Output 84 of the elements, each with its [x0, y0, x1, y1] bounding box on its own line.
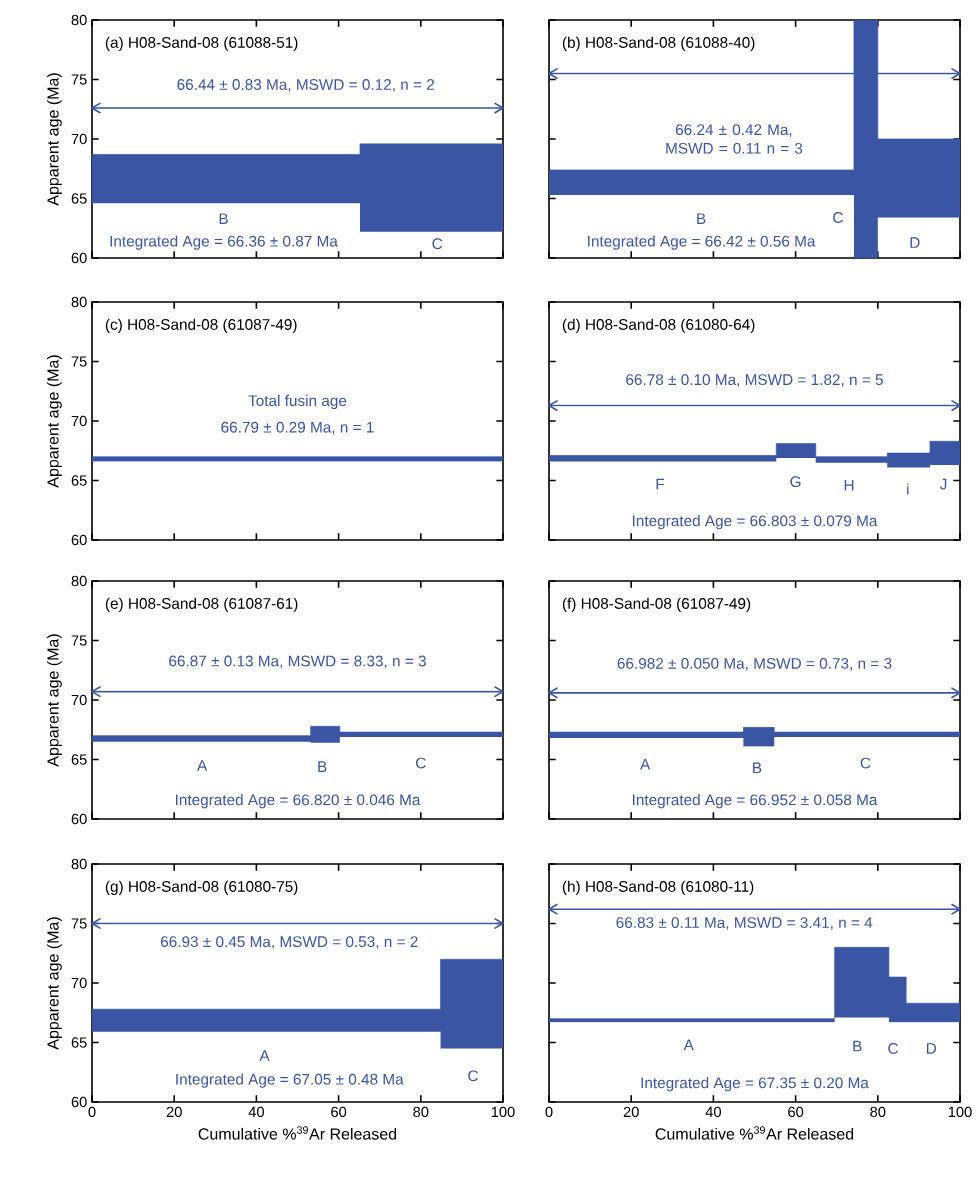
y-axis-title: Apparent age (Ma)	[46, 917, 62, 1050]
x-tick-label: 40	[248, 1106, 264, 1118]
annotation: Integrated Age = 67.05 ± 0.48 Ma	[176, 1073, 404, 1088]
y-axis-title: Apparent age (Ma)	[46, 73, 62, 206]
annotation: Integrated Age = 67.35 ± 0.20 Ma	[641, 1077, 869, 1092]
x-tick-label: 0	[545, 1106, 553, 1118]
annotation: 66.83 ± 0.11 Ma, MSWD = 3.41, n = 4	[616, 917, 873, 930]
annotation: C	[860, 757, 871, 769]
y-tick-label: 80	[71, 858, 87, 870]
annotation: B	[753, 762, 762, 774]
annotation: 66.79 ± 0.29 Ma, n = 1	[221, 421, 374, 435]
y-tick-label: 70	[71, 415, 87, 427]
x-tick-label: 80	[413, 1106, 429, 1118]
annotation: H	[844, 479, 854, 491]
annotation: 66.78 ± 0.10 Ma, MSWD = 1.82, n = 5	[626, 374, 883, 387]
annotation: D	[926, 1043, 937, 1054]
x-axis-title: Cumulative %$^{39}$Ar Released	[198, 1126, 397, 1140]
annotation: 66.44 ± 0.83 Ma, MSWD = 0.12, n = 2	[177, 79, 434, 92]
annotation: G	[790, 476, 801, 488]
annotation: C	[833, 212, 843, 223]
y-tick-label: 60	[71, 534, 87, 546]
x-tick-label: 60	[788, 1106, 804, 1118]
annotation: Integrated Age = 66.820 ± 0.046 Ma	[176, 794, 421, 809]
x-tick-label: 20	[166, 1106, 182, 1118]
annotation: F	[656, 478, 665, 490]
annotation: A	[197, 760, 208, 771]
y-tick-label: 60	[71, 1096, 87, 1108]
annotation: Integrated Age = 66.36 ± 0.87 Ma	[110, 235, 338, 250]
y-tick-label: 65	[71, 1037, 87, 1048]
annotation: C	[432, 238, 443, 250]
annotation: D	[910, 237, 920, 248]
annotation: C	[416, 757, 426, 769]
y-tick-label: 75	[71, 635, 87, 646]
y-tick-label: 70	[71, 133, 87, 145]
annotation: C	[468, 1070, 478, 1082]
annotation: 66.93 ± 0.45 Ma, MSWD = 0.53, n = 2	[160, 936, 418, 949]
annotation: Integrated Age = 66.803 ± 0.079 Ma	[633, 515, 878, 530]
x-tick-label: 0	[88, 1106, 96, 1118]
y-tick-label: 80	[71, 14, 87, 26]
x-axis-title: Cumulative %$^{39}$Ar Released	[655, 1126, 854, 1140]
text: (d) H08-Sand-08 (61080-64)	[562, 318, 755, 333]
x-tick-label: 80	[870, 1106, 886, 1118]
annotation: B	[697, 213, 706, 224]
y-tick-label: 80	[71, 575, 87, 587]
y-tick-label: 65	[71, 193, 87, 204]
annotation: 66.87 ± 0.13 Ma, MSWD = 8.33, n = 3	[169, 655, 426, 669]
annotation: A	[259, 1050, 270, 1061]
annotation: Total fusin age	[248, 394, 347, 410]
y-tick-label: 75	[71, 356, 87, 367]
text: (h) H08-Sand-08 (61080-11)	[562, 880, 754, 895]
y-tick-label: 80	[71, 296, 87, 308]
annotation: Integrated Age = 66.42 ± 0.56 Ma	[588, 235, 816, 250]
annotation: C	[888, 1043, 898, 1054]
annotation: Integrated Age = 66.952 ± 0.058 Ma	[633, 794, 878, 809]
text: (g) H08-Sand-08 (61080-75)	[105, 880, 298, 895]
y-tick-label: 60	[71, 813, 87, 825]
annotation: 66.982 ± 0.050 Ma, MSWD = 0.73, n = 3	[617, 657, 892, 671]
text: (b) H08-Sand-08 (61088-40)	[562, 36, 755, 51]
annotation: 66.24 ± 0.42 Ma, MSWD = 0.11 n = 3	[666, 124, 803, 154]
y-tick-label: 75	[71, 74, 87, 85]
annotation: J	[939, 478, 947, 490]
text: (a) H08-Sand-08 (61088-51)	[105, 36, 298, 51]
annotation: B	[219, 213, 228, 224]
text: (e) H08-Sand-08 (61087-61)	[105, 597, 298, 612]
y-tick-label: 65	[71, 754, 87, 765]
y-tick-label: 70	[71, 977, 87, 989]
text: (c) H08-Sand-08 (61087-49)	[105, 318, 297, 333]
y-tick-label: 60	[71, 252, 87, 264]
x-tick-label: 40	[705, 1106, 721, 1118]
y-tick-label: 70	[71, 694, 87, 706]
x-tick-label: 100	[491, 1106, 515, 1118]
annotation: B	[853, 1040, 862, 1052]
y-axis-title: Apparent age (Ma)	[46, 634, 62, 767]
annotation: A	[683, 1039, 694, 1051]
x-tick-label: 60	[331, 1106, 347, 1118]
y-tick-label: 75	[71, 918, 87, 929]
y-axis-title: Apparent age (Ma)	[46, 355, 62, 488]
x-tick-label: 20	[623, 1106, 639, 1118]
y-tick-label: 65	[71, 475, 87, 486]
x-tick-label: 100	[948, 1106, 972, 1118]
text: (f) H08-Sand-08 (61087-49)	[562, 597, 751, 612]
annotation: B	[318, 761, 327, 772]
annotation: i	[907, 483, 909, 495]
annotation: A	[640, 758, 651, 770]
